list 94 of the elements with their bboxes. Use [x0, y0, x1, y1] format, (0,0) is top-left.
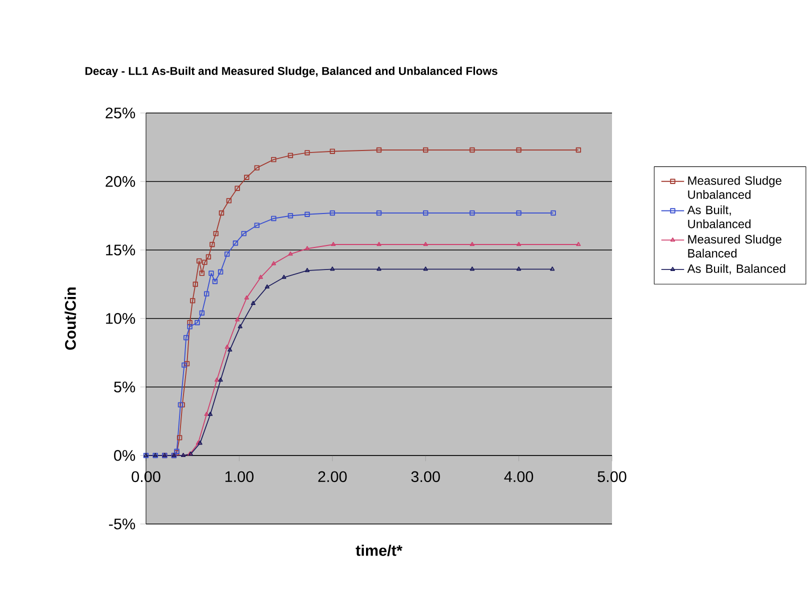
point	[218, 378, 223, 382]
point	[199, 270, 205, 276]
point	[254, 165, 260, 170]
point	[516, 147, 522, 153]
point	[196, 258, 202, 264]
point	[208, 412, 213, 416]
legend-label: As Built, Balanced	[687, 264, 786, 274]
point	[244, 295, 249, 300]
point	[470, 242, 475, 246]
point	[184, 361, 190, 366]
point	[194, 320, 200, 326]
point	[288, 252, 293, 256]
x-tick-label: 5.00	[598, 471, 626, 482]
chart-title: Decay - LL1 As-Built and Measured Sludge, Balanced and Unbalanced Flows	[85, 66, 498, 78]
point	[224, 344, 230, 349]
point	[304, 150, 310, 156]
point	[190, 298, 196, 304]
point	[423, 242, 428, 246]
point	[176, 435, 182, 440]
point	[212, 278, 218, 284]
point	[224, 252, 230, 257]
point	[470, 210, 475, 216]
point	[218, 269, 224, 275]
point	[376, 266, 382, 271]
point	[244, 174, 250, 180]
point	[208, 270, 214, 276]
point	[199, 310, 205, 316]
x-tick-label: 0.00	[132, 471, 160, 482]
point	[210, 242, 215, 248]
point	[330, 266, 335, 271]
point	[204, 412, 209, 416]
point	[182, 362, 187, 368]
point	[234, 186, 240, 191]
point	[241, 230, 246, 236]
legend-label: Measured Sludge Balanced	[688, 234, 782, 258]
point	[282, 274, 286, 279]
point	[204, 291, 210, 296]
point	[330, 148, 336, 154]
point	[304, 268, 310, 272]
point	[470, 266, 475, 271]
x-tick-label: 2.00	[318, 471, 347, 482]
point	[304, 246, 310, 250]
point	[330, 210, 336, 216]
y-tick-label: 15%	[106, 244, 136, 256]
point	[202, 260, 208, 265]
point	[271, 216, 276, 222]
point	[258, 274, 263, 279]
x-axis-title: time/t*	[356, 544, 402, 556]
point	[516, 266, 522, 271]
point	[576, 147, 582, 153]
legend-label: As Built, Unbalanced	[687, 205, 750, 228]
x-tick-label: 3.00	[411, 471, 440, 482]
y-tick-label: -5%	[109, 518, 136, 530]
y-tick-label: 0%	[114, 450, 136, 461]
point	[271, 156, 276, 162]
point	[423, 266, 428, 271]
point	[232, 240, 238, 246]
point	[183, 335, 189, 340]
point	[187, 324, 192, 330]
point	[376, 210, 382, 216]
point	[206, 254, 212, 260]
point	[192, 282, 198, 287]
x-tick-label: 4.00	[504, 471, 534, 482]
point	[271, 261, 276, 266]
point	[376, 242, 382, 246]
legend-label: Measured Sludge Unbalanced	[688, 176, 782, 199]
point	[288, 213, 294, 218]
point	[422, 147, 428, 153]
y-tick-label: 25%	[106, 108, 136, 118]
point	[213, 230, 219, 236]
y-tick-label: 10%	[106, 313, 136, 324]
point	[226, 198, 232, 204]
point	[250, 300, 256, 305]
point	[304, 212, 310, 217]
y-tick-label: 20%	[106, 176, 136, 187]
point	[550, 210, 556, 216]
point	[288, 152, 294, 158]
y-tick-label: 5%	[114, 382, 136, 392]
point	[254, 222, 260, 228]
point	[238, 324, 242, 328]
point	[516, 210, 522, 216]
point	[516, 242, 522, 246]
y-axis-title: Cout/Cin	[64, 288, 76, 350]
point	[331, 242, 336, 246]
point	[422, 210, 428, 216]
point	[376, 147, 382, 153]
point	[470, 147, 475, 153]
point	[218, 210, 224, 216]
point	[264, 284, 270, 289]
x-tick-label: 1.00	[225, 471, 254, 482]
point	[228, 347, 232, 352]
point	[235, 317, 240, 322]
point	[187, 320, 192, 326]
point	[214, 378, 220, 382]
